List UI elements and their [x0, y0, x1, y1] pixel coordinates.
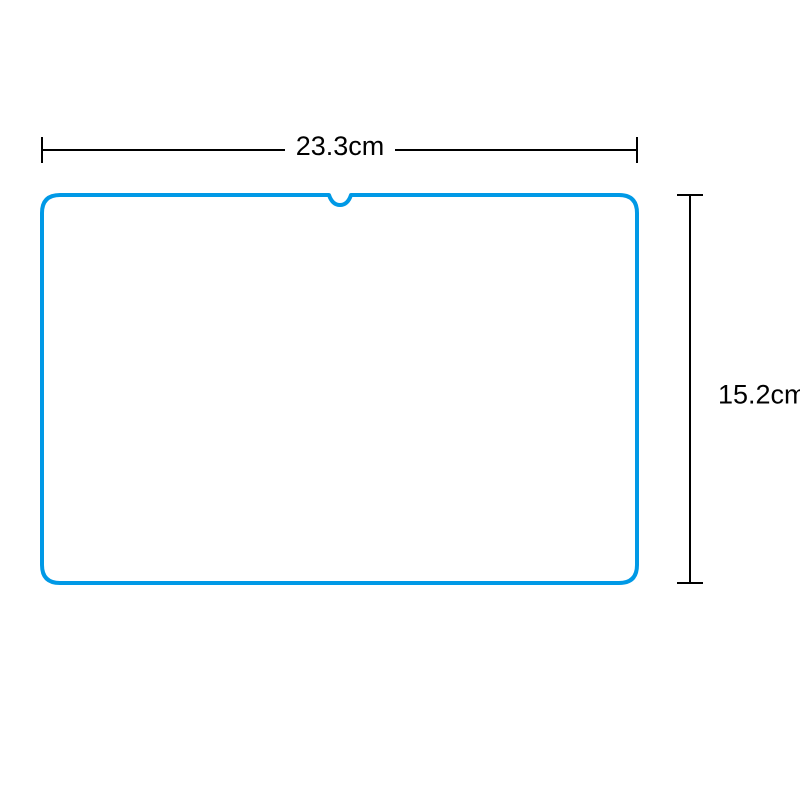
dimension-diagram: 23.3cm 15.2cm — [0, 0, 800, 800]
width-dimension-label: 23.3cm — [290, 131, 391, 162]
diagram-svg — [0, 0, 800, 800]
height-dimension-label: 15.2cm — [718, 380, 800, 411]
